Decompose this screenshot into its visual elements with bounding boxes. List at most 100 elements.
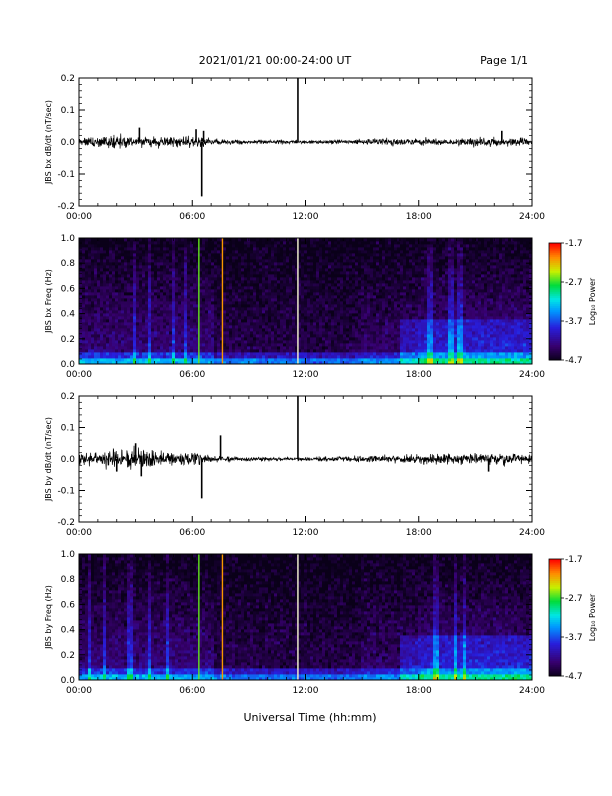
spectrogram-cell [79,295,82,298]
spectrogram-cell [265,244,268,247]
spectrogram-cell [337,265,340,268]
spectrogram-cell [172,286,175,289]
spectrogram-cell [391,271,394,274]
spectrogram-cell [277,325,280,328]
spectrogram-cell [127,271,130,274]
spectrogram-cell [91,268,94,271]
spectrogram-cell [175,334,178,337]
spectrogram-cell [286,274,289,277]
spectrogram-cell [388,295,391,298]
spectrogram-cell [217,337,220,340]
spectrogram-cell [409,262,412,265]
spectrogram-cell [205,298,208,301]
spectrogram-cell [85,337,88,340]
spectrogram-cell [358,292,361,295]
spectrogram-cell [280,289,283,292]
spectrogram-cell [358,241,361,244]
spectrogram-cell [190,247,193,250]
spectrogram-cell [268,247,271,250]
spectrogram-cell [415,316,418,319]
spectrogram-cell [238,280,241,283]
spectrogram-cell [265,355,268,358]
spectrogram-cell [367,331,370,334]
spectrogram-cell [355,286,358,289]
spectrogram-cell [148,277,151,280]
spectrogram-cell [157,298,160,301]
spectrogram-cell [418,313,421,316]
spectrogram-cell [331,301,334,304]
spectrogram-cell [223,271,226,274]
spectrogram-cell [97,301,100,304]
spectrogram-cell [112,340,115,343]
spectrogram-cell [133,271,136,274]
spectrogram-cell [253,298,256,301]
spectrogram-cell [241,304,244,307]
spectrogram-cell [322,352,325,355]
spectrogram-cell [88,340,91,343]
spectrogram-cell [205,259,208,262]
spectrogram-cell [169,322,172,325]
spectrogram-cell [97,349,100,352]
spectrogram-cell [391,262,394,265]
spectrogram-cell [103,274,106,277]
spectrogram-cell [265,277,268,280]
spectrogram-cell [130,322,133,325]
spectrogram-cell [82,319,85,322]
spectrogram-cell [289,295,292,298]
spectrogram-cell [247,340,250,343]
spectrogram-cell [397,259,400,262]
spectrogram-cell [307,265,310,268]
spectrogram-cell [310,256,313,259]
spectrogram-cell [301,247,304,250]
spectrogram-cell [307,313,310,316]
spectrogram-cell [133,286,136,289]
spectrogram-cell [280,349,283,352]
spectrogram-cell [187,298,190,301]
spectrogram-cell [262,295,265,298]
spectrogram-cell [382,259,385,262]
spectrogram-cell [331,325,334,328]
spectrogram-cell [337,307,340,310]
spectrogram-cell [400,325,403,328]
spectrogram-cell [262,238,265,241]
spectrogram-cell [424,328,427,331]
spectrogram-cell [208,352,211,355]
spectrogram-cell [304,331,307,334]
spectrogram-cell [187,271,190,274]
spectrogram-cell [151,355,154,358]
spectrogram-cell [253,238,256,241]
spectrogram-cell [94,280,97,283]
spectrogram-cell [394,301,397,304]
spectrogram-cell [391,280,394,283]
spectrogram-cell [163,268,166,271]
spectrogram-cell [244,292,247,295]
spectrogram-cell [397,298,400,301]
spectrogram-cell [169,259,172,262]
spectrogram-cell [403,256,406,259]
spectrogram-cell [391,310,394,313]
spectrogram-cell [424,310,427,313]
spectrogram-cell [346,274,349,277]
spectrogram-cell [211,295,214,298]
spectrogram-cell [235,241,238,244]
spectrogram-cell [172,331,175,334]
spectrogram-cell [166,316,169,319]
spectrogram-cell [148,355,151,358]
spectrogram-cell [232,307,235,310]
spectrogram-cell [118,331,121,334]
spectrogram-cell [301,238,304,241]
spectrogram-cell [103,292,106,295]
spectrogram-cell [226,358,229,361]
spectrogram-cell [355,310,358,313]
spectrogram-cell [175,298,178,301]
spectrogram-cell [172,283,175,286]
spectrogram-cell [136,298,139,301]
spectrogram-cell [205,295,208,298]
spectrogram-cell [208,259,211,262]
spectrogram-cell [190,268,193,271]
spectrogram-cell [94,316,97,319]
spectrogram-cell [274,301,277,304]
spectrogram-cell [262,322,265,325]
spectrogram-cell [346,310,349,313]
spectrogram-cell [376,253,379,256]
